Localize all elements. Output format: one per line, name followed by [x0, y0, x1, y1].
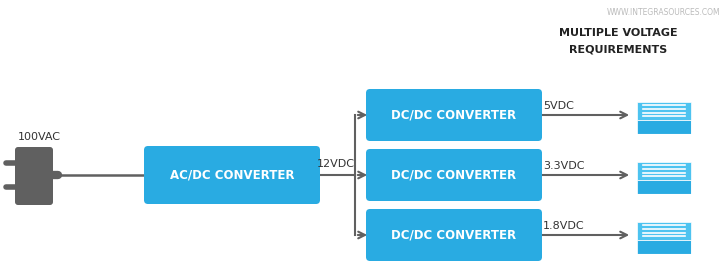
Polygon shape [637, 162, 691, 180]
FancyBboxPatch shape [366, 89, 542, 141]
Text: DC/DC CONVERTER: DC/DC CONVERTER [392, 169, 516, 181]
Polygon shape [637, 180, 691, 194]
FancyBboxPatch shape [366, 149, 542, 201]
Text: DC/DC CONVERTER: DC/DC CONVERTER [392, 228, 516, 241]
Text: 5VDC: 5VDC [543, 101, 574, 111]
Polygon shape [637, 240, 691, 254]
FancyBboxPatch shape [15, 147, 53, 205]
Polygon shape [637, 120, 691, 134]
Text: DC/DC CONVERTER: DC/DC CONVERTER [392, 109, 516, 122]
Text: WWW.INTEGRASOURCES.COM: WWW.INTEGRASOURCES.COM [606, 8, 720, 17]
Text: 100VAC: 100VAC [18, 132, 61, 142]
Text: 3.3VDC: 3.3VDC [543, 161, 584, 171]
Text: 1.8VDC: 1.8VDC [543, 221, 584, 231]
Text: AC/DC CONVERTER: AC/DC CONVERTER [170, 169, 294, 181]
Text: MULTIPLE VOLTAGE: MULTIPLE VOLTAGE [559, 28, 677, 38]
Polygon shape [637, 102, 691, 120]
FancyBboxPatch shape [366, 209, 542, 261]
Polygon shape [637, 222, 691, 240]
Text: 12VDC: 12VDC [317, 159, 355, 169]
Text: REQUIREMENTS: REQUIREMENTS [569, 44, 667, 54]
FancyBboxPatch shape [144, 146, 320, 204]
